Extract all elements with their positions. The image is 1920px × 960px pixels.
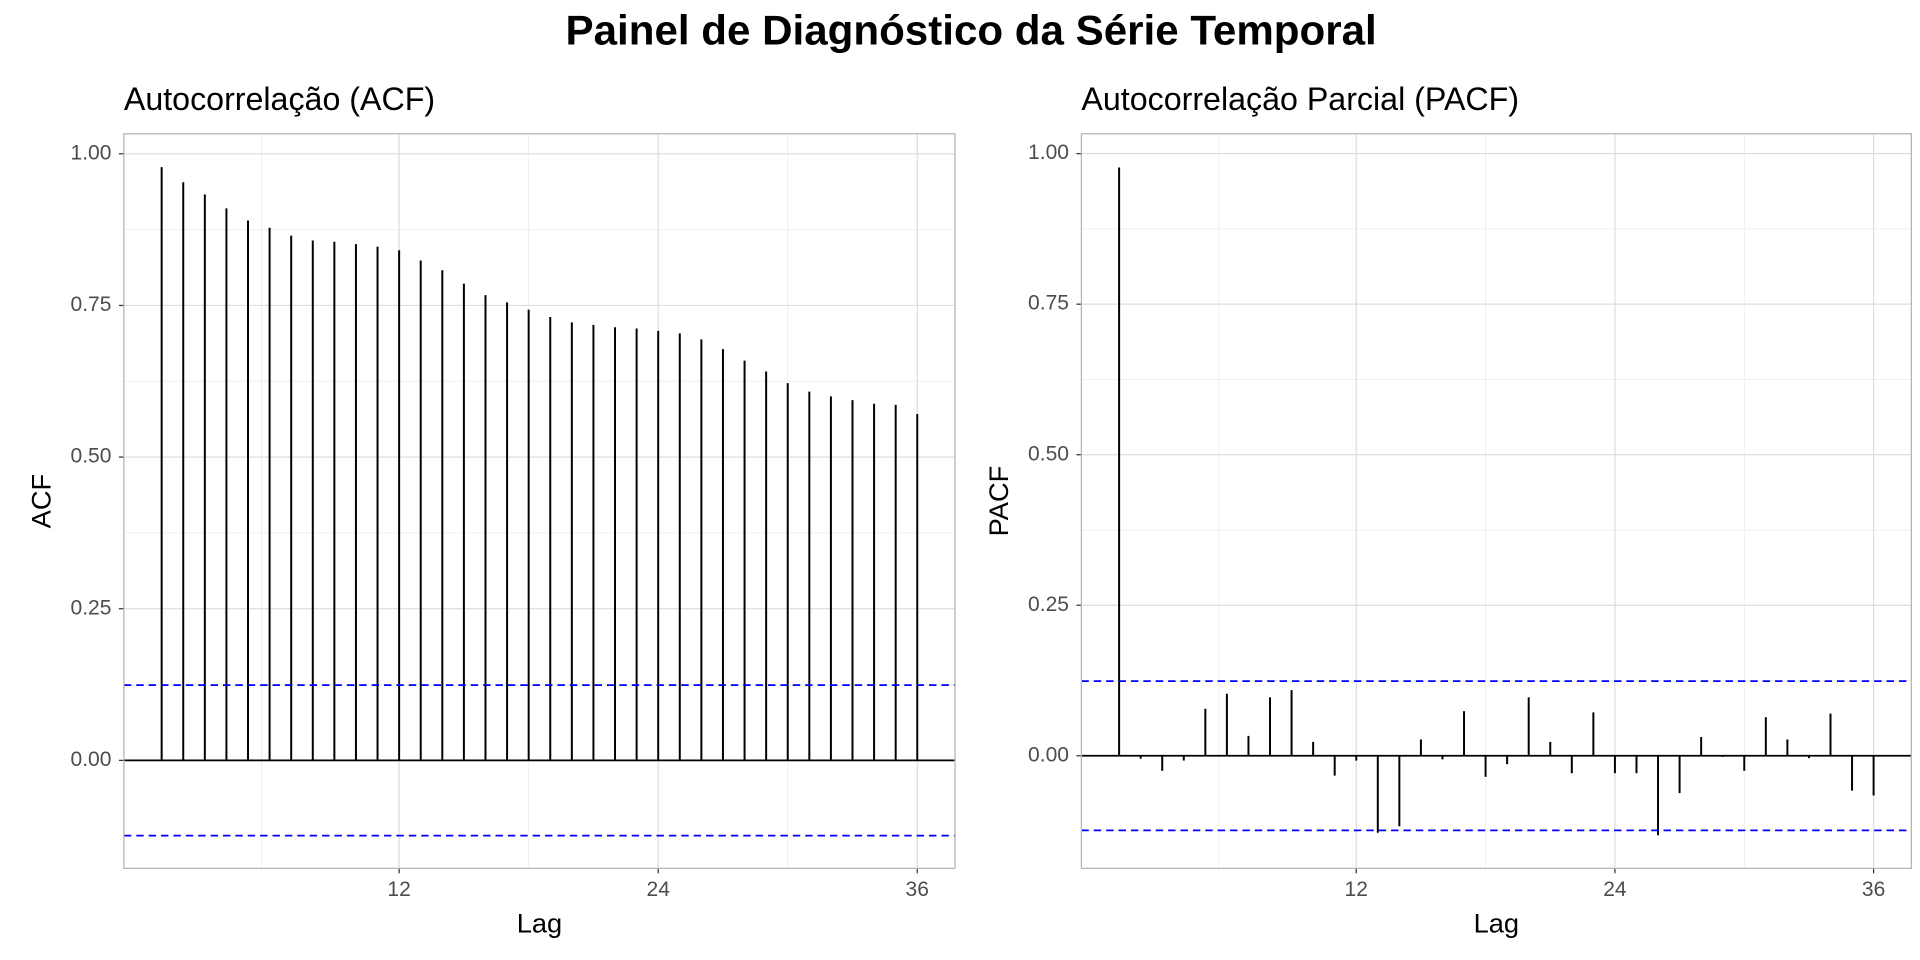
y-tick-label: 0.50 bbox=[1028, 442, 1069, 465]
y-tick-label: 0.25 bbox=[71, 596, 112, 619]
x-tick-label: 24 bbox=[646, 878, 670, 901]
x-tick-label: 12 bbox=[1345, 878, 1368, 901]
panel-title: Autocorrelação (ACF) bbox=[124, 81, 435, 117]
y-tick-label: 0.00 bbox=[71, 748, 112, 771]
y-tick-label: 0.25 bbox=[1028, 593, 1069, 616]
x-tick-label: 12 bbox=[387, 878, 410, 901]
y-axis-label: PACF bbox=[983, 466, 1014, 537]
y-tick-label: 0.75 bbox=[71, 293, 112, 316]
panel-border bbox=[123, 133, 956, 869]
x-tick-label: 24 bbox=[1603, 878, 1627, 901]
y-tick-label: 0.75 bbox=[1028, 292, 1069, 315]
y-axis-label: ACF bbox=[26, 474, 57, 528]
y-tick-label: 0.50 bbox=[71, 445, 112, 468]
x-tick-label: 36 bbox=[1862, 878, 1885, 901]
x-axis-label: Lag bbox=[517, 908, 562, 939]
y-tick-label: 1.00 bbox=[71, 141, 112, 164]
x-axis-label: Lag bbox=[1474, 908, 1519, 939]
x-tick-label: 36 bbox=[906, 878, 929, 901]
panel-border bbox=[1080, 133, 1912, 869]
y-tick-label: 0.00 bbox=[1028, 743, 1069, 766]
page-title: Painel de Diagnóstico da Série Temporal bbox=[566, 7, 1377, 54]
y-tick-label: 1.00 bbox=[1028, 141, 1069, 164]
panel-title: Autocorrelação Parcial (PACF) bbox=[1081, 81, 1519, 117]
